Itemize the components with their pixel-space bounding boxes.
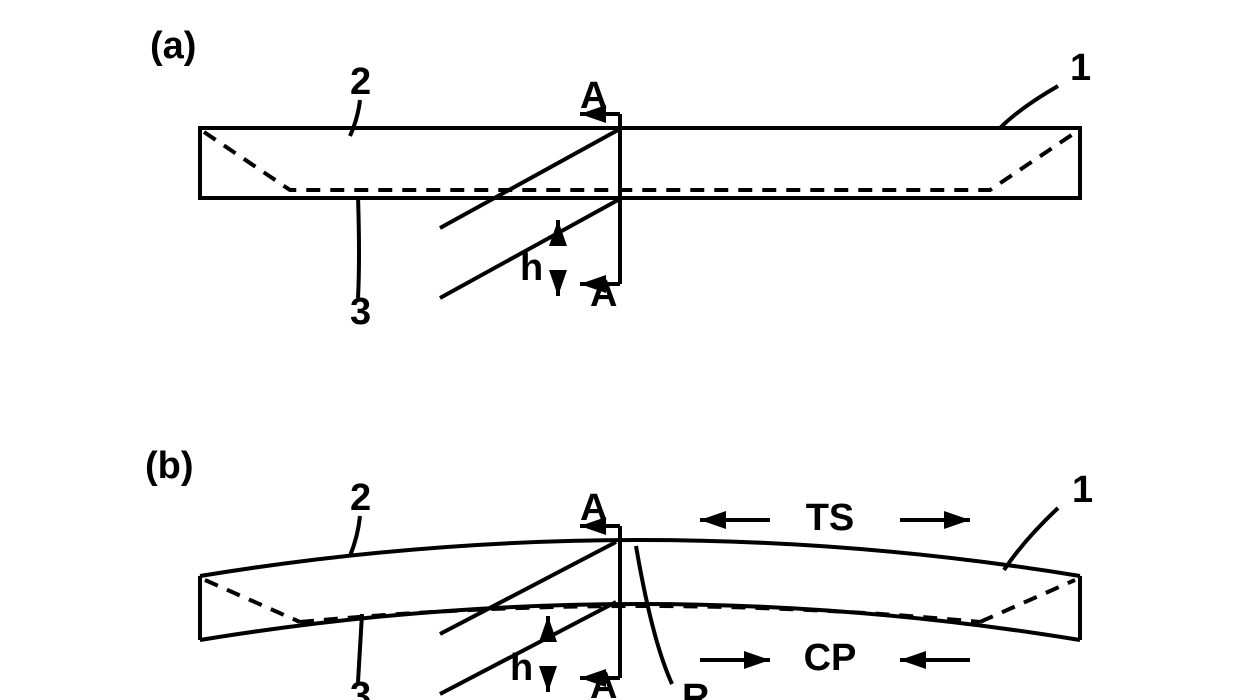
callout-2-b: 2 — [350, 477, 371, 519]
hidden-profile-a — [204, 132, 1076, 190]
thickness-h-label: h — [510, 647, 533, 689]
callout-2-a: 2 — [350, 61, 371, 103]
callout-1-a: 1 — [1070, 47, 1091, 89]
subfig-a-label: (a) — [150, 25, 196, 67]
part-outline-a — [200, 128, 1080, 198]
section-label-a-top: A — [580, 487, 607, 529]
callout-3-a: 3 — [350, 291, 371, 333]
ts-label: TS — [806, 497, 855, 539]
section-label-a-bottom: A — [590, 273, 617, 315]
part-bottom-curve — [200, 604, 1080, 640]
section-label-a-top: A — [580, 75, 607, 117]
callout-r: R — [682, 677, 709, 700]
callout-3-b: 3 — [350, 675, 371, 700]
callout-1-b: 1 — [1072, 469, 1093, 511]
thickness-h-label: h — [520, 247, 543, 289]
section-label-a-bottom: A — [590, 665, 617, 700]
section-edge-1 — [440, 542, 616, 634]
subfig-b-label: (b) — [145, 445, 194, 487]
cp-label: CP — [804, 637, 857, 679]
hidden-profile-b — [300, 606, 980, 622]
